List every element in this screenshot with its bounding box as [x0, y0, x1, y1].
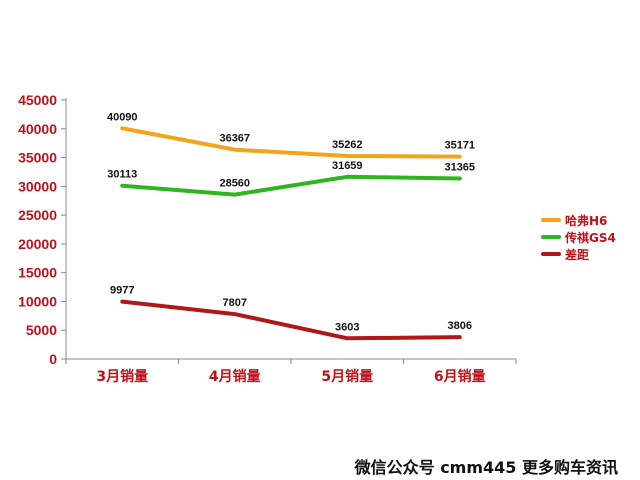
y-tick-label: 5000	[26, 322, 57, 338]
legend-label: 传祺GS4	[564, 230, 616, 245]
y-tick-label: 30000	[18, 178, 57, 194]
series-line-3	[120, 299, 462, 341]
data-label: 9977	[110, 285, 134, 297]
y-tick-label: 45000	[18, 92, 57, 108]
y-tick-label: 0	[49, 351, 57, 367]
legend-label: 哈弗H6	[565, 213, 607, 228]
data-label: 30113	[107, 169, 137, 181]
y-tick-label: 10000	[18, 293, 57, 309]
data-label: 31659	[332, 160, 363, 172]
x-tick-label: 4月销量	[209, 368, 261, 385]
data-label: 31365	[444, 161, 475, 173]
data-label: 7807	[223, 297, 247, 309]
series-line-2	[120, 174, 462, 197]
y-tick-label: 20000	[18, 236, 57, 252]
x-tick-label: 6月销量	[434, 368, 486, 385]
data-label: 35262	[332, 139, 363, 151]
x-tick-label: 5月销量	[321, 368, 373, 385]
y-tick-label: 40000	[18, 121, 57, 137]
x-tick-label: 3月销量	[96, 368, 148, 385]
data-label: 35171	[444, 140, 475, 152]
data-label: 40090	[107, 111, 138, 123]
data-label: 3603	[335, 321, 359, 333]
footer-text: 微信公众号 cmm445 更多购车资讯	[354, 458, 618, 477]
data-label: 28560	[219, 178, 250, 190]
data-label: 3806	[448, 320, 472, 332]
y-tick-label: 15000	[18, 265, 57, 281]
legend-label: 差距	[564, 247, 589, 262]
series-line-1	[120, 126, 462, 159]
y-tick-label: 25000	[18, 207, 57, 223]
data-label: 36367	[219, 133, 250, 145]
y-tick-label: 35000	[18, 150, 57, 166]
